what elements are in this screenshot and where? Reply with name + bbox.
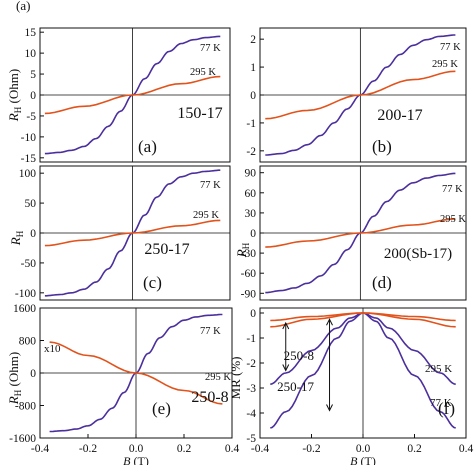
panel-label: (d): [372, 273, 392, 292]
y-tick-label: -1: [246, 118, 256, 130]
y-tick-label: 800: [19, 336, 37, 348]
panel-e: 1600 800 0 -800 -1600-0.4 -0.2 0.0 0.2 0.4 B (T) (…: [6, 303, 239, 465]
x-axis-label: B (T): [350, 454, 376, 465]
y-axis-label: MR (%): [228, 357, 243, 400]
panel-a: -15 -10 -5 0 5 10 15 (a) 150-17 77 K 295 K RH (Ohm): [6, 27, 231, 165]
series-line: [265, 218, 456, 248]
sample-label: 150-17: [177, 105, 222, 122]
y-tick-label: -1600: [9, 433, 36, 445]
temperature-label-295k: 295 K: [440, 214, 466, 225]
sample-label-250-17: 250-17: [277, 379, 314, 394]
scale-annotation: x10: [44, 343, 61, 355]
series-line: [270, 312, 456, 322]
y-tick-label: 0: [30, 228, 36, 240]
series-line: [265, 70, 456, 120]
y-tick-label: 60: [245, 188, 257, 200]
y-tick-label: -1: [246, 333, 256, 345]
sample-label: 200(Sb-17): [384, 246, 452, 262]
y-tick-label: -4: [246, 408, 256, 420]
panel-b: -2 -1 0 1 2 (b) 200-17 77 K 295 K: [246, 27, 467, 163]
y-tick-label: 0: [30, 368, 36, 380]
y-tick-label: -800: [15, 401, 36, 413]
panel-d: -90 -60 -30 0 30 60 90 (d) 200(Sb-17) 77 K 295 K RH: [234, 165, 467, 301]
arrow-head: [326, 404, 333, 412]
y-tick-label: 30: [245, 208, 257, 220]
x-tick-label: -0.4: [251, 443, 269, 455]
temperature-label-77k: 77 K: [440, 42, 461, 53]
panel-label: (e): [152, 399, 171, 418]
y-tick-label: -3: [246, 383, 256, 395]
y-tick-label: -5: [26, 111, 36, 123]
y-tick-label: -100: [15, 288, 36, 300]
x-tick-label: 0.2: [407, 443, 422, 455]
series-line: [44, 75, 221, 115]
temperature-label-295k: 295 K: [425, 363, 452, 375]
header-fragment: (a): [16, 0, 30, 13]
y-tick-label: -15: [21, 153, 37, 165]
sample-label-250-8: 250-8: [284, 348, 314, 363]
y-tick-label: 100: [19, 168, 37, 180]
temperature-label-77k: 77 K: [200, 326, 221, 337]
y-tick-label: 50: [25, 198, 37, 210]
y-tick-label: 0: [250, 228, 256, 240]
x-axis-label: B (T): [123, 454, 149, 465]
x-tick-label: 0.2: [177, 443, 192, 455]
arrow-head: [282, 321, 290, 330]
panel-label: (c): [143, 273, 162, 292]
y-tick-label: -60: [241, 268, 257, 280]
y-tick-label: 2: [250, 34, 256, 46]
panel-c: -100 -50 0 50 100 (c) 250-17 77 K 295 K RH: [8, 165, 231, 301]
y-tick-label: -30: [241, 248, 257, 260]
sample-label: 250-17: [144, 241, 189, 258]
y-tick-label: -50: [21, 258, 37, 270]
y-tick-label: -5: [246, 433, 256, 445]
y-tick-label: 0: [30, 90, 36, 102]
arrow-head: [326, 318, 333, 326]
y-axis-label: RH: [234, 242, 251, 258]
y-tick-label: -2: [246, 146, 256, 158]
y-tick-label: 90: [245, 168, 257, 180]
x-tick-label: -0.2: [302, 443, 320, 455]
panel-f: 0 -1 -2 -3 -4 -5-0.4 -0.2 0.0 0.2 0.4 B (T) (f) MR (…: [228, 307, 474, 465]
y-tick-label: 0: [250, 90, 256, 102]
y-tick-label: 1600: [13, 303, 36, 315]
y-axis-label: RH (Ohm): [6, 69, 23, 122]
series-line: [44, 219, 221, 247]
y-tick-label: 5: [30, 69, 36, 81]
temperature-label-77k: 77 K: [430, 397, 452, 409]
temperature-label-77k: 77 K: [442, 184, 463, 195]
y-tick-label: 0: [250, 308, 256, 320]
y-tick-label: 1: [250, 62, 256, 74]
y-axis-label: RH: [8, 230, 25, 246]
x-tick-label: -0.2: [79, 443, 97, 455]
panel-label: (b): [372, 137, 392, 156]
y-tick-label: -2: [246, 358, 256, 370]
x-tick-label: 0.0: [129, 443, 144, 455]
arrow-head: [282, 364, 290, 372]
y-tick-label: -10: [21, 132, 37, 144]
y-tick-label: 15: [25, 27, 37, 39]
sample-label: 200-17: [377, 107, 422, 124]
temperature-label-295k: 295 K: [193, 210, 219, 221]
temperature-label-77k: 77 K: [200, 180, 221, 191]
sample-label: 250-8: [191, 389, 228, 406]
panel-label: (a): [138, 137, 157, 156]
x-tick-label: 0.4: [459, 443, 474, 455]
temperature-label-295k: 295 K: [205, 372, 231, 383]
temperature-label-295k: 295 K: [432, 59, 458, 70]
y-tick-label: 10: [25, 48, 37, 60]
x-tick-label: -0.4: [31, 443, 49, 455]
temperature-label-295k: 295 K: [190, 67, 216, 78]
x-tick-label: 0.4: [225, 443, 240, 455]
panel-label: (f): [438, 399, 455, 418]
x-tick-label: 0.0: [356, 443, 371, 455]
series-line: [49, 341, 223, 405]
y-tick-label: -90: [241, 288, 257, 300]
y-axis-label: RH (Ohm): [6, 352, 23, 405]
temperature-label-77k: 77 K: [200, 43, 221, 54]
